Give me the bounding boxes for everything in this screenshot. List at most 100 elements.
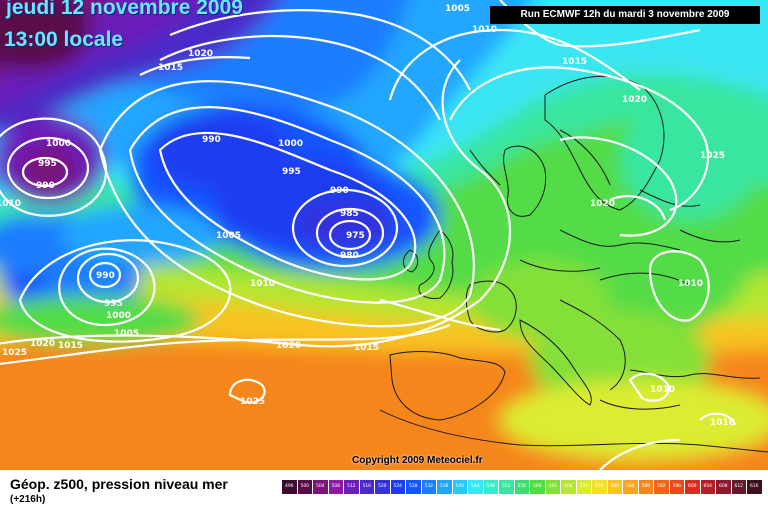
color-scale-label: 572 [579,484,589,489]
color-scale-cell: 560 [530,480,546,494]
isobar-label: 980 [340,251,359,261]
isobar-label: 995 [104,299,123,309]
isobar-label: 1010 [472,25,497,35]
color-scale-cell: 552 [499,480,515,494]
isobar-label: 990 [202,135,221,145]
isobar-label: 1015 [58,341,83,351]
isobars [0,0,735,470]
color-scale-label: 496 [284,484,294,489]
color-scale-label: 600 [687,484,697,489]
isobar-label: 1010 [0,199,21,209]
isobar-label: 985 [340,209,359,219]
color-scale-cell: 540 [452,480,468,494]
isobar-label: 995 [38,159,57,169]
color-scale-cell: 604 [700,480,716,494]
isobar-label: 1020 [622,95,647,105]
isobar-label: 995 [282,167,301,177]
isobar-label: 1000 [106,311,131,321]
isobar-label: 1025 [700,151,725,161]
legend-subtitle: (+216h) [10,494,46,505]
color-scale: 496 500 504 508 512 516 520 524 528 532 536 540 544 5… [282,480,763,494]
isobar-label: 1000 [278,139,303,149]
isobar-label: 990 [96,271,115,281]
color-scale-cell: 544 [468,480,484,494]
color-scale-cell: 532 [421,480,437,494]
color-scale-cell: 612 [731,480,747,494]
isobar-label: 1005 [114,329,139,339]
forecast-time: 13:00 locale [4,28,124,51]
color-scale-cell: 520 [375,480,391,494]
isobar-label: 1010 [250,279,275,289]
color-scale-cell: 596 [669,480,685,494]
color-scale-label: 568 [563,484,573,489]
color-scale-label: 504 [315,484,325,489]
isobar-label: 1015 [158,63,183,73]
color-scale-label: 580 [610,484,620,489]
isobar-label: 1015 [354,343,379,353]
color-scale-label: 528 [408,484,418,489]
isobar-label: 990 [36,181,55,191]
isobar-label: 1010 [710,418,735,428]
isobar-label: 1025 [2,348,27,358]
color-scale-label: 612 [734,484,744,489]
color-scale-label: 508 [331,484,341,489]
color-scale-cell: 616 [747,480,763,494]
color-scale-cell: 564 [545,480,561,494]
isobar-label: 1020 [188,49,213,59]
color-scale-label: 540 [455,484,465,489]
weather-map: 1005 1010 1015 1020 1015 1020 1025 1020 … [0,0,768,470]
color-scale-label: 560 [532,484,542,489]
color-scale-label: 584 [625,484,635,489]
color-scale-cell: 572 [576,480,592,494]
color-scale-label: 544 [470,484,480,489]
color-scale-label: 500 [300,484,310,489]
copyright: Copyright 2009 Meteociel.fr [352,455,483,466]
isobar-label: 990 [330,186,349,196]
color-scale-label: 532 [424,484,434,489]
isobar-label: 1000 [46,139,71,149]
color-scale-label: 552 [501,484,511,489]
color-scale-cell: 508 [328,480,344,494]
isobar-labels: 1005 1010 1015 1020 1015 1020 1025 1020 … [0,4,735,428]
run-info: Run ECMWF 12h du mardi 3 novembre 2009 [490,6,760,24]
color-scale-cell: 584 [623,480,639,494]
color-scale-label: 616 [749,484,759,489]
isobar-label: 1005 [216,231,241,241]
color-scale-label: 548 [486,484,496,489]
forecast-date: jeudi 12 novembre 2009 [6,0,243,19]
color-scale-label: 596 [672,484,682,489]
color-scale-cell: 524 [390,480,406,494]
color-scale-cell: 588 [638,480,654,494]
color-scale-label: 520 [377,484,387,489]
color-scale-label: 536 [439,484,449,489]
legend-bar: Géop. z500, pression niveau mer (+216h) … [0,470,768,512]
color-scale-cell: 576 [592,480,608,494]
isobar-label: 1025 [240,397,265,407]
color-scale-cell: 504 [313,480,329,494]
color-scale-label: 576 [594,484,604,489]
color-scale-label: 588 [641,484,651,489]
isobar-label: 975 [346,231,365,241]
color-scale-cell: 548 [483,480,499,494]
color-scale-label: 512 [346,484,356,489]
color-scale-label: 608 [718,484,728,489]
color-scale-label: 556 [517,484,527,489]
color-scale-cell: 568 [561,480,577,494]
color-scale-cell: 528 [406,480,422,494]
color-scale-label: 592 [656,484,666,489]
legend-title: Géop. z500, pression niveau mer [10,476,228,492]
color-scale-label: 516 [362,484,372,489]
color-scale-label: 604 [703,484,713,489]
isobar-label: 1020 [276,341,301,351]
isobar-label: 1010 [650,385,675,395]
isobar-label: 1020 [590,199,615,209]
color-scale-cell: 608 [716,480,732,494]
color-scale-cell: 600 [685,480,701,494]
isobar-label: 1010 [678,279,703,289]
isobar-label: 1015 [562,57,587,67]
color-scale-cell: 556 [514,480,530,494]
color-scale-label: 524 [393,484,403,489]
color-scale-cell: 536 [437,480,453,494]
isobar-label: 1020 [30,339,55,349]
color-scale-cell: 580 [607,480,623,494]
